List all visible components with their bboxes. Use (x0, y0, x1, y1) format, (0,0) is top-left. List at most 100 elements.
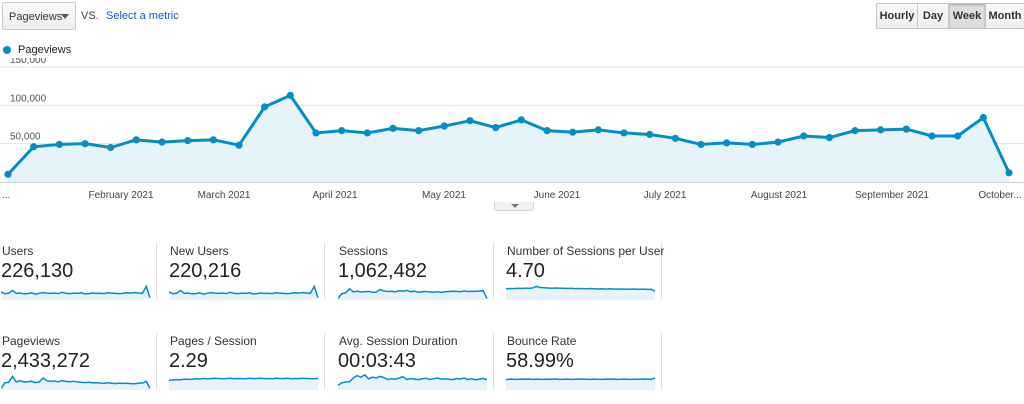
data-point[interactable] (800, 132, 808, 140)
data-point[interactable] (979, 114, 987, 122)
data-point[interactable] (30, 143, 38, 151)
chevron-down-icon (61, 14, 69, 19)
x-tick-label: ... (2, 190, 10, 201)
metric-dropdown-label: Pageviews (9, 11, 63, 23)
x-tick-label: February 2021 (88, 190, 153, 201)
data-point[interactable] (954, 132, 962, 140)
scorecard-pages-session[interactable]: Pages / Session 2.29 (168, 333, 325, 390)
data-point[interactable] (363, 129, 371, 137)
data-point[interactable] (646, 130, 654, 139)
data-point[interactable] (132, 136, 140, 144)
sparkline (169, 284, 319, 300)
data-point[interactable] (877, 126, 885, 134)
data-point[interactable] (902, 125, 910, 133)
sparkline (506, 377, 656, 390)
sparkline (1, 284, 151, 300)
data-point[interactable] (620, 129, 628, 137)
data-point[interactable] (774, 138, 782, 146)
data-point[interactable] (415, 127, 423, 135)
data-point[interactable] (389, 124, 397, 132)
data-point[interactable] (569, 128, 577, 136)
sparkline-line (506, 285, 656, 292)
caret-down-icon (511, 204, 519, 208)
data-point[interactable] (107, 143, 115, 152)
x-tick-label: March 2021 (198, 190, 251, 201)
sparkline-fill (1, 286, 150, 300)
data-point[interactable] (1005, 169, 1013, 177)
data-point[interactable] (671, 134, 679, 142)
scorecard-value: 2.29 (169, 350, 208, 372)
data-point[interactable] (4, 170, 12, 178)
chart-collapse-handle[interactable] (494, 202, 534, 211)
data-point[interactable] (697, 140, 705, 149)
scorecard-value: 2,433,272 (1, 350, 90, 372)
data-point[interactable] (338, 127, 346, 135)
scorecard-bounce-rate[interactable]: Bounce Rate 58.99% (505, 333, 662, 390)
metric-dropdown[interactable]: Pageviews (2, 2, 76, 30)
sparkline-line (338, 287, 488, 299)
sparkline (506, 285, 656, 300)
data-point[interactable] (594, 126, 602, 134)
legend-label: Pageviews (18, 44, 72, 56)
data-point[interactable] (748, 140, 756, 149)
data-point[interactable] (517, 116, 525, 124)
x-tick-label: October... (978, 190, 1021, 201)
sparkline (338, 373, 488, 390)
data-point[interactable] (261, 103, 269, 111)
chart-legend: Pageviews (3, 44, 71, 56)
data-point[interactable] (825, 133, 833, 142)
sparkline-line (1, 375, 151, 389)
month-button[interactable]: Month (985, 3, 1024, 29)
data-point[interactable] (158, 138, 166, 146)
data-point[interactable] (312, 129, 320, 137)
data-point[interactable] (55, 140, 63, 149)
data-point[interactable] (492, 123, 500, 132)
scorecard-label: Pageviews (2, 334, 61, 348)
sparkline-fill (169, 378, 318, 390)
x-tick-label: September 2021 (855, 190, 929, 201)
data-point[interactable] (81, 140, 89, 148)
scorecard-number-of-sessions-per-user[interactable]: Number of Sessions per User 4.70 (505, 243, 665, 300)
hourly-button[interactable]: Hourly (876, 3, 918, 29)
legend-dot-icon (3, 46, 11, 54)
scorecard-new-users[interactable]: New Users 220,216 (168, 243, 325, 300)
scorecard-label: Avg. Session Duration (339, 334, 458, 348)
scorecard-label: Number of Sessions per User (507, 244, 665, 258)
select-metric-link[interactable]: Select a metric (106, 10, 179, 22)
week-button[interactable]: Week (948, 3, 986, 29)
scorecard-value: 226,130 (1, 260, 74, 282)
scorecard-value: 4.70 (506, 260, 545, 282)
y-tick-label: 150,000 (10, 58, 47, 66)
scorecard-sessions[interactable]: Sessions 1,062,482 (337, 243, 494, 300)
x-tick-label: May 2021 (422, 190, 466, 201)
data-point[interactable] (543, 127, 551, 135)
day-button[interactable]: Day (917, 3, 949, 29)
data-point[interactable] (235, 141, 243, 149)
pageviews-line-chart[interactable]: 50,000 100,000 150,000... February 2021 Marc… (0, 58, 1024, 208)
sparkline (169, 377, 319, 390)
sparkline-fill (506, 378, 655, 390)
sparkline-line (169, 377, 319, 382)
scorecard-label: New Users (170, 244, 229, 258)
data-point[interactable] (466, 117, 474, 125)
y-tick-label: 100,000 (10, 93, 47, 104)
scorecard-users[interactable]: Users 226,130 (0, 243, 157, 300)
sparkline-fill (338, 374, 487, 390)
x-tick-label: June 2021 (534, 190, 581, 201)
scorecard-value: 220,216 (169, 260, 242, 282)
data-point[interactable] (723, 139, 731, 147)
scorecard-pageviews[interactable]: Pageviews 2,433,272 (0, 333, 157, 390)
data-point[interactable] (209, 136, 217, 144)
data-point[interactable] (286, 91, 294, 99)
data-point[interactable] (928, 132, 936, 140)
sparkline (338, 287, 488, 300)
sparkline-fill (1, 376, 150, 390)
data-point[interactable] (440, 122, 448, 130)
data-point[interactable] (851, 127, 859, 135)
scorecard-avg-session-duration[interactable]: Avg. Session Duration 00:03:43 (337, 333, 494, 390)
x-tick-label: July 2021 (644, 190, 687, 201)
y-tick-label: 50,000 (10, 132, 41, 143)
data-point[interactable] (184, 137, 192, 145)
scorecard-value: 00:03:43 (338, 350, 416, 372)
scorecard-label: Users (2, 244, 34, 258)
